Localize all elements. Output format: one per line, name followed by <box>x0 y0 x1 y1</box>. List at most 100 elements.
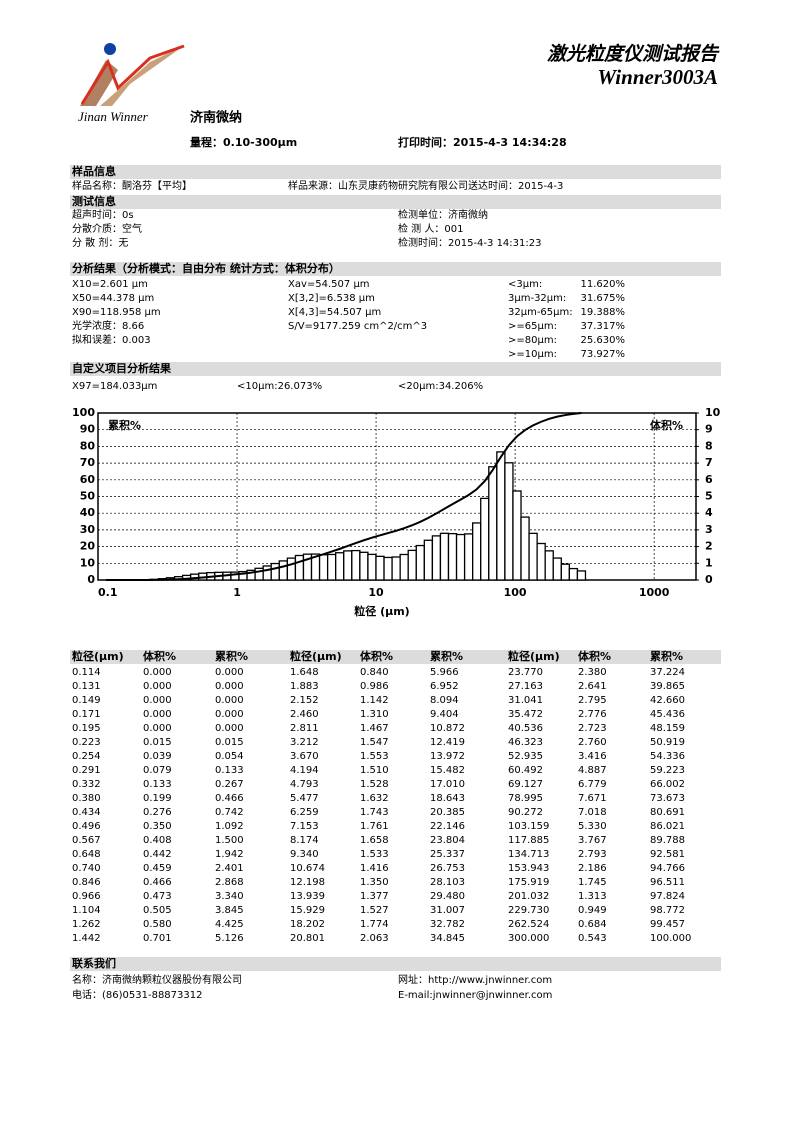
table-cell: 0.473 <box>143 891 172 902</box>
table-cell: 0.054 <box>215 751 244 762</box>
table-cell: 99.457 <box>650 919 685 930</box>
table-cell: 1.313 <box>578 891 607 902</box>
table-cell: 1.743 <box>360 807 389 818</box>
table-cell: 12.419 <box>430 737 465 748</box>
table-cell: 8.094 <box>430 695 459 706</box>
info-text: 拟和误差：0.003 <box>72 333 151 346</box>
info-text: 电话：(86)0531-88873312 <box>72 988 202 1001</box>
table-cell: 60.492 <box>508 765 543 776</box>
cumulative-line <box>105 412 582 581</box>
table-cell: 2.641 <box>578 681 607 692</box>
table-cell: 5.477 <box>290 793 319 804</box>
table-cell: 20.801 <box>290 933 325 944</box>
section-bar <box>70 195 721 209</box>
logo-shape <box>100 45 185 106</box>
histogram-bar <box>520 516 530 581</box>
table-cell: 32.782 <box>430 919 465 930</box>
table-cell: 94.766 <box>650 863 685 874</box>
table-cell: 134.713 <box>508 849 549 860</box>
table-header: 累积% <box>215 649 248 663</box>
table-header: 粒径(μm) <box>290 649 342 663</box>
y2-tick-label: 8 <box>705 439 713 452</box>
histogram-bar <box>480 497 490 581</box>
info-text: 分 散 剂：无 <box>72 236 128 249</box>
table-cell: 0.742 <box>215 807 244 818</box>
table-cell: 2.460 <box>290 709 319 720</box>
section-bar <box>70 957 721 971</box>
table-cell: 1.350 <box>360 877 389 888</box>
histogram-bar <box>367 553 377 581</box>
table-cell: 1.104 <box>72 905 101 916</box>
table-cell: 3.845 <box>215 905 244 916</box>
table-cell: 1.632 <box>360 793 389 804</box>
table-cell: 0.000 <box>143 667 172 678</box>
x-tick-label: 1 <box>233 586 241 599</box>
info-text: X50=44.378 μm <box>72 293 154 304</box>
table-cell: 2.811 <box>290 723 319 734</box>
histogram-bar <box>375 555 385 581</box>
table-cell: 1.761 <box>360 821 389 832</box>
table-cell: 1.262 <box>72 919 101 930</box>
y2-tick-label: 0 <box>705 573 713 586</box>
y2-tick-label: 3 <box>705 523 713 536</box>
table-cell: 10.674 <box>290 863 325 874</box>
table-cell: 2.723 <box>578 723 607 734</box>
y-tick-label: 60 <box>80 473 96 486</box>
table-cell: 4.793 <box>290 779 319 790</box>
histogram-bar <box>286 557 297 581</box>
table-cell: 2.152 <box>290 695 319 706</box>
table-cell: 0.350 <box>143 821 172 832</box>
y2-tick-label: 2 <box>705 540 713 553</box>
table-cell: 3.767 <box>578 835 607 846</box>
histogram-bar <box>294 554 305 581</box>
table-cell: 0.149 <box>72 695 101 706</box>
info-text: 25.630% <box>581 335 626 346</box>
table-cell: 20.385 <box>430 807 465 818</box>
table-cell: 0.000 <box>215 723 244 734</box>
info-text: >=80μm: <box>508 335 557 346</box>
info-text: X[4,3]=54.507 μm <box>288 307 381 318</box>
table-cell: 23.804 <box>430 835 465 846</box>
info-text: 73.927% <box>581 349 626 360</box>
table-cell: 0.332 <box>72 779 101 790</box>
table-cell: 1.883 <box>290 681 319 692</box>
section-title: 自定义项目分析结果 <box>72 361 171 375</box>
table-cell: 0.039 <box>143 751 172 762</box>
histogram-bar <box>447 532 458 581</box>
logo <box>80 43 185 106</box>
info-text: 检测时间：2015-4-3 14:31:23 <box>398 236 541 249</box>
table-cell: 6.952 <box>430 681 459 692</box>
histogram-bar <box>463 533 474 581</box>
table-cell: 39.865 <box>650 681 685 692</box>
table-cell: 0.000 <box>215 681 244 692</box>
y-tick-label: 70 <box>80 456 96 469</box>
table-cell: 0.966 <box>72 891 101 902</box>
section-bar <box>70 165 721 179</box>
range: 量程：0.10-300μm <box>190 135 297 149</box>
table-cell: 0.079 <box>143 765 172 776</box>
table-cell: 98.772 <box>650 905 685 916</box>
x-tick-label: 100 <box>504 586 527 599</box>
y2-tick-label: 6 <box>705 473 713 486</box>
table-cell: 27.163 <box>508 681 543 692</box>
info-text: >=10μm: <box>508 349 557 360</box>
table-cell: 1.142 <box>360 695 389 706</box>
table-cell: 0.459 <box>143 863 172 874</box>
y-tick-label: 90 <box>80 423 96 436</box>
table-cell: 31.041 <box>508 695 543 706</box>
y2-tick-label: 4 <box>705 506 713 519</box>
table-cell: 46.323 <box>508 737 543 748</box>
table-cell: 7.153 <box>290 821 319 832</box>
histogram-bar <box>415 544 425 581</box>
y2-tick-label: 5 <box>705 490 713 503</box>
y2-tick-label: 7 <box>705 456 713 469</box>
info-text: >=65μm: <box>508 321 557 332</box>
info-text: 11.620% <box>581 279 626 290</box>
table-cell: 1.527 <box>360 905 389 916</box>
table-cell: 48.159 <box>650 723 685 734</box>
histogram-bar <box>455 533 466 581</box>
table-cell: 0.000 <box>143 695 172 706</box>
table-cell: 1.467 <box>360 723 389 734</box>
table-cell: 17.010 <box>430 779 465 790</box>
section-title: 联系我们 <box>72 956 116 970</box>
